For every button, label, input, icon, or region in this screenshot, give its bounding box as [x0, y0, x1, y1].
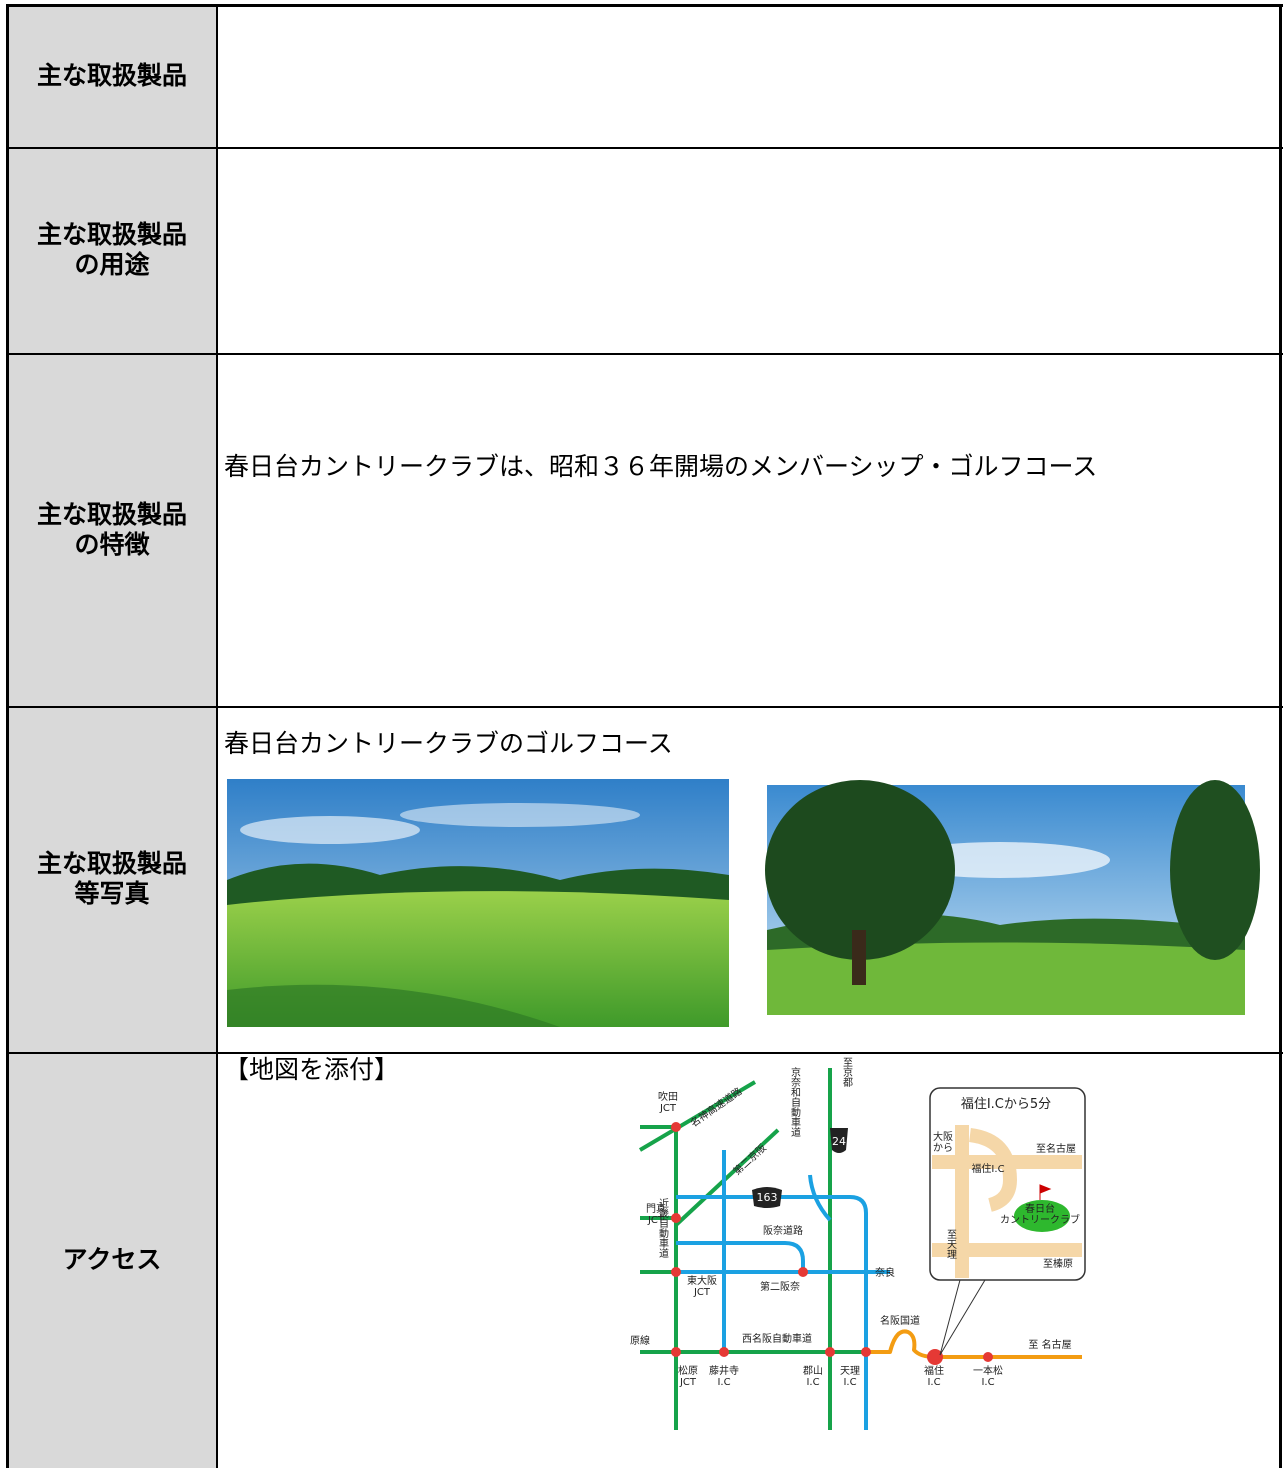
map-label: I.C [843, 1377, 856, 1388]
map-label: 福住 [924, 1364, 944, 1377]
row-header: 主な取扱製品 等写真 [7, 706, 217, 1052]
row-header: 主な取扱製品 [7, 5, 217, 147]
map-label: 福住I.C [971, 1162, 1004, 1175]
map-label: 東大阪 [687, 1274, 717, 1287]
map-label: 原線 [630, 1334, 650, 1347]
map-label: 至 名古屋 [1028, 1338, 1071, 1351]
map-label: 至榛原 [1043, 1257, 1073, 1270]
map-label: 大阪 [933, 1130, 953, 1143]
map-label: I.C [806, 1377, 819, 1388]
map-label: から [933, 1142, 953, 1154]
header-line: 主な取扱製品 [36, 61, 187, 90]
row-header: アクセス [7, 1052, 217, 1468]
map-label: 第二阪奈 [760, 1280, 800, 1293]
border [6, 4, 9, 1468]
map-label: 至京都 [841, 1057, 853, 1088]
map-label: 福住I.Cから5分 [961, 1097, 1051, 1112]
map-label: 門真 [646, 1202, 666, 1215]
header-line: 主な取扱製品 [36, 849, 187, 878]
photo-1 [227, 779, 729, 1027]
border [6, 1052, 1283, 1054]
photo-2 [765, 780, 1260, 1015]
map-label: 奈良 [875, 1266, 895, 1279]
map-label: 阪奈道路 [763, 1224, 803, 1237]
border [6, 353, 1283, 355]
map-label: 吹田 [658, 1090, 678, 1103]
border [6, 4, 1283, 7]
map-label: I.C [981, 1377, 994, 1388]
map-label: 至名古屋 [1036, 1142, 1076, 1155]
map-label: JCT [659, 1103, 677, 1114]
map-label: JCT [679, 1377, 697, 1388]
map-label: 天理 [840, 1365, 860, 1377]
row-header: 主な取扱製品 の用途 [7, 147, 217, 353]
map-label: 163 [757, 1191, 778, 1204]
map-label: JCT [693, 1287, 711, 1298]
map-label: 郡山 [803, 1365, 823, 1377]
header-line: の用途 [74, 250, 150, 279]
header-line: アクセス [62, 1245, 162, 1274]
map-label: 京奈和自動車道 [789, 1066, 801, 1137]
map-label: 近畿自動車道 [657, 1197, 669, 1258]
map-label: I.C [927, 1377, 940, 1388]
map-label: 至天理 [945, 1229, 957, 1259]
row-header: 主な取扱製品 の特徴 [7, 353, 217, 706]
border [1279, 4, 1282, 1468]
border [6, 706, 1283, 708]
map-label: 松原 [678, 1364, 698, 1377]
cell-text: 春日台カントリークラブは、昭和３６年開場のメンバーシップ・ゴルフコース [224, 452, 1098, 481]
map-label: 藤井寺 [709, 1364, 739, 1377]
border [6, 147, 1283, 149]
map-label: I.C [717, 1377, 730, 1388]
map-label: JCT [647, 1215, 665, 1226]
map-label: 西名阪自動車道 [742, 1332, 812, 1345]
cell-text: 春日台カントリークラブのゴルフコース [224, 729, 673, 758]
cell-text: 【地図を添付】 [224, 1055, 400, 1084]
header-line: の特徴 [74, 529, 150, 559]
header-line: 主な取扱製品 [36, 499, 187, 529]
header-line: 等写真 [74, 879, 150, 908]
map-label: 名阪国道 [880, 1314, 920, 1327]
map-label: 第二京阪 [730, 1141, 768, 1177]
map-label: 一本松 [973, 1364, 1003, 1377]
map-label: カントリークラブ [1000, 1213, 1080, 1226]
header-line: 主な取扱製品 [36, 220, 187, 249]
map-label: 春日台 [1025, 1202, 1055, 1215]
map-label: 名神高速道路 [688, 1085, 745, 1130]
border [216, 4, 218, 1468]
map-label: 24 [832, 1135, 846, 1148]
